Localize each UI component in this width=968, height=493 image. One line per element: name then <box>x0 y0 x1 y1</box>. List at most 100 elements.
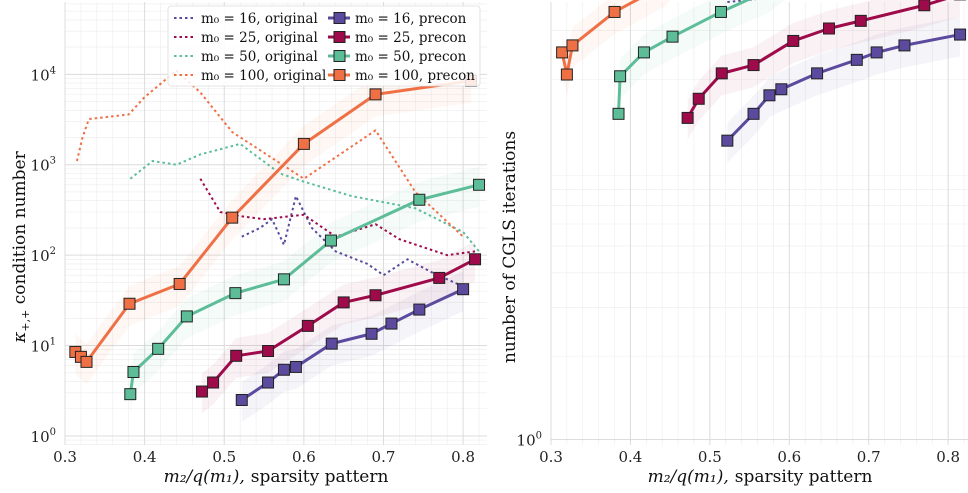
data-point-marker <box>337 296 350 309</box>
data-point-marker <box>614 70 627 83</box>
left-panel-condition-number: 0.3 0.4 0.5 0.6 0.7 0.8 100 101 102 103 104 κ+,+ c… <box>10 2 487 487</box>
legend-label: m₀ = 16, precon <box>355 11 467 27</box>
data-point-marker <box>195 385 208 398</box>
legend-marker <box>333 12 346 24</box>
data-point-marker <box>457 283 470 296</box>
data-point-marker <box>369 88 382 101</box>
legend-marker <box>333 69 346 81</box>
data-point-marker <box>301 319 314 332</box>
data-point-marker <box>80 355 93 368</box>
y-tick-label: 103 <box>31 156 56 175</box>
data-point-marker <box>226 211 239 224</box>
y-tick-label: 100 <box>31 427 56 446</box>
right-series-layer <box>556 0 967 163</box>
legend-label: m₀ = 16, original <box>201 11 318 27</box>
x-tick-label: 0.3 <box>539 448 563 466</box>
legend-entry: m₀ = 50, original <box>174 49 318 65</box>
series-line <box>129 142 480 253</box>
x-tick-label: 0.6 <box>777 448 801 466</box>
data-point-marker <box>870 46 883 59</box>
data-point-marker <box>747 107 760 120</box>
uncertainty-band <box>201 241 476 414</box>
series-line <box>241 195 464 288</box>
uncertainty-band <box>130 166 480 417</box>
x-tick-label: 0.8 <box>936 448 960 466</box>
x-tick-label: 0.4 <box>618 448 642 466</box>
data-point-marker <box>433 271 446 284</box>
legend-label: m₀ = 100, precon <box>355 68 475 84</box>
left-x-axis-label: m₂/q(m₁), sparsity pattern <box>164 467 389 487</box>
data-point-marker <box>954 28 967 41</box>
legend-entry: m₀ = 25, original <box>174 30 318 46</box>
y-tick-label: 104 <box>31 65 56 84</box>
data-point-marker <box>235 393 248 406</box>
legend-entry: m₀ = 16, precon <box>328 11 467 27</box>
uncertainty-band <box>727 16 961 163</box>
x-tick-label: 0.5 <box>698 448 722 466</box>
legend-label: m₀ = 50, original <box>201 49 318 65</box>
data-point-marker <box>692 92 705 105</box>
data-point-marker <box>681 111 694 124</box>
data-point-marker <box>385 317 398 330</box>
data-point-marker <box>556 46 569 59</box>
data-point-marker <box>721 134 734 147</box>
uncertainty-band <box>75 62 472 384</box>
data-point-marker <box>747 59 760 72</box>
data-point-marker <box>289 360 302 373</box>
x-tick-label: 0.7 <box>372 448 396 466</box>
data-point-marker <box>763 89 776 102</box>
x-tick-label: 0.4 <box>133 448 157 466</box>
legend-label: m₀ = 100, original <box>201 68 326 84</box>
legend-frame <box>167 5 481 87</box>
data-point-marker <box>297 137 310 150</box>
x-tick-label: 0.5 <box>212 448 236 466</box>
data-point-marker <box>369 289 382 302</box>
data-point-marker <box>277 363 290 376</box>
legend-entry: m₀ = 16, original <box>174 11 318 27</box>
uncertainty-band <box>241 271 464 422</box>
left-series-layer <box>69 62 486 422</box>
data-point-marker <box>262 345 275 358</box>
data-point-marker <box>715 67 728 80</box>
legend-marker <box>333 31 346 43</box>
data-point-marker <box>413 303 426 316</box>
data-point-marker <box>612 107 625 120</box>
series-line <box>75 69 464 238</box>
legend-entry: m₀ = 100, precon <box>328 68 475 84</box>
y-tick-label: 100 <box>517 430 542 449</box>
uncertainty-band <box>618 0 785 136</box>
data-point-marker <box>365 327 378 340</box>
data-point-marker <box>207 376 220 389</box>
legend-entry: m₀ = 25, precon <box>328 30 467 46</box>
y-tick-label: 102 <box>31 246 56 265</box>
data-point-marker <box>229 287 242 300</box>
data-point-marker <box>324 234 337 247</box>
data-point-marker <box>123 297 136 310</box>
data-point-marker <box>473 178 486 191</box>
x-tick-label: 0.3 <box>53 448 77 466</box>
data-point-marker <box>413 193 426 206</box>
x-tick-label: 0.6 <box>292 448 316 466</box>
data-point-marker <box>325 337 338 350</box>
data-point-marker <box>823 22 835 35</box>
series-line <box>560 0 640 77</box>
data-point-marker <box>230 349 243 362</box>
data-point-marker <box>152 342 165 355</box>
right-panel-cgls-iterations: 0.30.40.50.60.70.8100102 number of CGLS … <box>500 0 968 487</box>
uncertainty-band <box>562 0 671 97</box>
data-point-marker <box>637 46 650 59</box>
data-point-marker <box>918 0 931 12</box>
right-y-axis-label: number of CGLS iterations <box>500 131 520 363</box>
data-point-marker <box>854 14 867 27</box>
data-point-marker <box>775 83 788 96</box>
data-point-marker <box>277 273 290 286</box>
data-point-marker <box>469 253 482 266</box>
uncertainty-band <box>687 0 961 140</box>
data-point-marker <box>180 310 193 323</box>
legend-label: m₀ = 25, original <box>201 30 318 46</box>
data-point-marker <box>787 34 800 47</box>
data-point-marker <box>811 67 824 80</box>
right-x-axis-label: m₂/q(m₁), sparsity pattern <box>648 467 873 487</box>
data-point-marker <box>127 365 140 378</box>
